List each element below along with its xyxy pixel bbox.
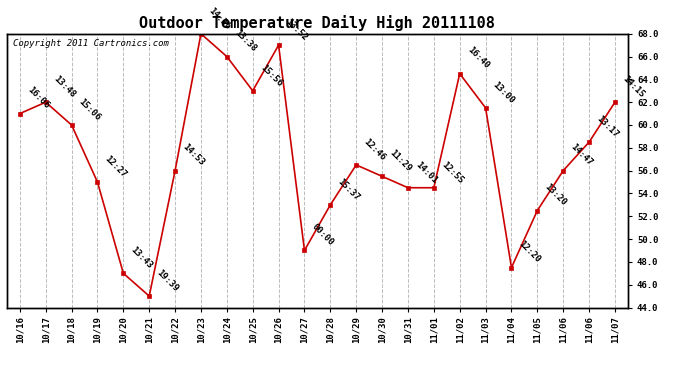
Text: 16:06: 16:06 (26, 86, 51, 111)
Text: 14:53: 14:53 (181, 142, 206, 168)
Text: 14:01: 14:01 (413, 160, 439, 185)
Text: 12:20: 12:20 (517, 239, 542, 265)
Text: Copyright 2011 Cartronics.com: Copyright 2011 Cartronics.com (13, 39, 169, 48)
Text: 14:36: 14:36 (206, 6, 232, 31)
Text: 12:27: 12:27 (103, 154, 128, 179)
Title: Outdoor Temperature Daily High 20111108: Outdoor Temperature Daily High 20111108 (139, 15, 495, 31)
Text: 19:39: 19:39 (155, 268, 180, 293)
Text: 13:38: 13:38 (233, 28, 258, 54)
Text: 16:40: 16:40 (465, 45, 491, 71)
Text: 12:55: 12:55 (440, 160, 465, 185)
Text: 15:37: 15:37 (336, 177, 362, 202)
Text: 11:29: 11:29 (388, 148, 413, 174)
Text: 13:52: 13:52 (284, 17, 310, 42)
Text: 13:00: 13:00 (491, 80, 517, 105)
Text: 14:15: 14:15 (620, 74, 646, 99)
Text: 12:46: 12:46 (362, 137, 387, 162)
Text: 13:48: 13:48 (51, 74, 77, 99)
Text: 00:00: 00:00 (310, 222, 335, 248)
Text: 15:56: 15:56 (258, 63, 284, 88)
Text: 13:17: 13:17 (595, 114, 620, 140)
Text: 14:47: 14:47 (569, 142, 594, 168)
Text: 15:06: 15:06 (77, 97, 103, 122)
Text: 13:43: 13:43 (129, 245, 155, 270)
Text: 13:20: 13:20 (543, 182, 569, 208)
